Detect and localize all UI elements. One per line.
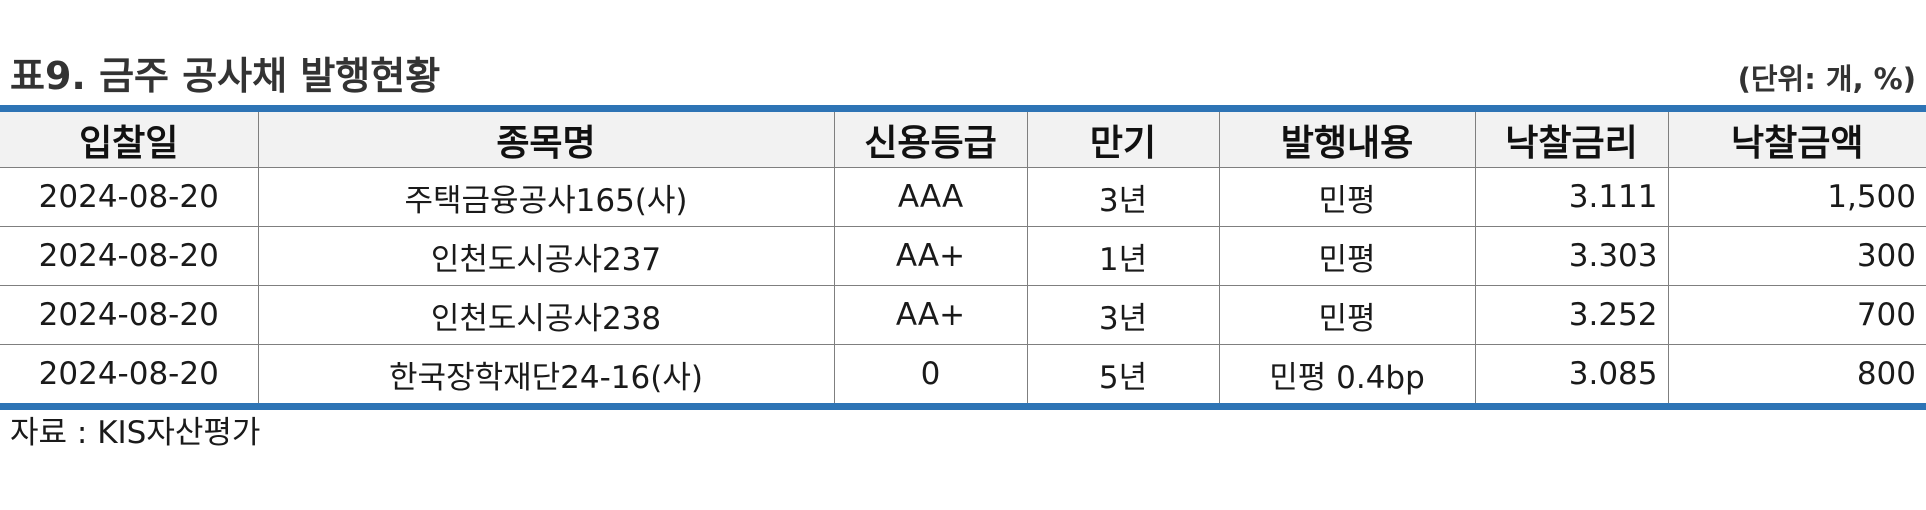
table-row: 2024-08-20 인천도시공사237 AA+ 1년 민평 3.303 300 (0, 226, 1926, 286)
cell-bid-date: 2024-08-20 (0, 285, 258, 345)
table-header: 입찰일 종목명 신용등급 만기 발행내용 낙찰금리 낙찰금액 (0, 112, 1926, 168)
source-note: 자료 : KIS자산평가 (10, 415, 261, 451)
cell-issue-name: 주택금융공사165(사) (257, 167, 834, 227)
cell-winning-rate: 3.111 (1474, 167, 1668, 227)
header-winning-rate: 낙찰금리 (1474, 112, 1668, 168)
cell-issue-name: 인천도시공사238 (257, 285, 834, 345)
header-issue-details: 발행내용 (1218, 112, 1475, 168)
cell-winning-amount: 700 (1667, 285, 1926, 345)
cell-winning-rate: 3.085 (1474, 344, 1668, 403)
cell-bid-date: 2024-08-20 (0, 226, 258, 286)
table-row: 2024-08-20 한국장학재단24-16(사) 0 5년 민평 0.4bp … (0, 344, 1926, 403)
cell-credit-rating: 0 (833, 344, 1027, 403)
cell-maturity: 5년 (1026, 344, 1219, 403)
header-maturity: 만기 (1026, 112, 1219, 168)
cell-credit-rating: AAA (833, 167, 1027, 227)
cell-maturity: 3년 (1026, 167, 1219, 227)
cell-bid-date: 2024-08-20 (0, 167, 258, 227)
table-body: 2024-08-20 주택금융공사165(사) AAA 3년 민평 3.111 … (0, 167, 1926, 403)
cell-maturity: 1년 (1026, 226, 1219, 286)
cell-issue-name: 한국장학재단24-16(사) (257, 344, 834, 403)
cell-issue-details: 민평 (1218, 285, 1475, 345)
title-row: 표9. 금주 공사채 발행현황 (단위: 개, %) (10, 48, 1916, 104)
cell-credit-rating: AA+ (833, 285, 1027, 345)
cell-issue-details: 민평 0.4bp (1218, 344, 1475, 403)
header-winning-amount: 낙찰금액 (1667, 112, 1926, 168)
cell-winning-amount: 300 (1667, 226, 1926, 286)
table-title: 표9. 금주 공사채 발행현황 (10, 54, 441, 98)
cell-winning-rate: 3.252 (1474, 285, 1668, 345)
header-credit-rating: 신용등급 (833, 112, 1027, 168)
cell-maturity: 3년 (1026, 285, 1219, 345)
table-row: 2024-08-20 주택금융공사165(사) AAA 3년 민평 3.111 … (0, 167, 1926, 227)
cell-issue-name: 인천도시공사237 (257, 226, 834, 286)
unit-label: (단위: 개, %) (1737, 62, 1916, 96)
cell-credit-rating: AA+ (833, 226, 1027, 286)
cell-winning-amount: 1,500 (1667, 167, 1926, 227)
cell-issue-details: 민평 (1218, 226, 1475, 286)
cell-winning-rate: 3.303 (1474, 226, 1668, 286)
bond-issuance-table-wrapper: 입찰일 종목명 신용등급 만기 발행내용 낙찰금리 낙찰금액 2024-08-2… (0, 105, 1926, 410)
bond-issuance-table: 입찰일 종목명 신용등급 만기 발행내용 낙찰금리 낙찰금액 2024-08-2… (0, 112, 1926, 403)
header-issue-name: 종목명 (257, 112, 834, 168)
cell-winning-amount: 800 (1667, 344, 1926, 403)
cell-bid-date: 2024-08-20 (38, 356, 219, 392)
table-row: 2024-08-20 인천도시공사238 AA+ 3년 민평 3.252 700 (0, 285, 1926, 345)
cell-issue-details: 민평 (1218, 167, 1475, 227)
header-bid-date: 입찰일 (0, 112, 258, 168)
header-row: 입찰일 종목명 신용등급 만기 발행내용 낙찰금리 낙찰금액 (0, 112, 1926, 168)
